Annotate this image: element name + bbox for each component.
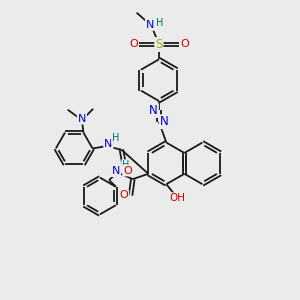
Text: OH: OH xyxy=(169,193,185,203)
Text: N: N xyxy=(160,115,169,128)
Text: S: S xyxy=(155,38,163,51)
Text: O: O xyxy=(123,166,132,176)
Text: N: N xyxy=(104,139,112,149)
Text: H: H xyxy=(122,160,129,170)
Text: N: N xyxy=(112,166,120,176)
Text: O: O xyxy=(129,40,138,50)
Text: N: N xyxy=(146,20,154,30)
Text: O: O xyxy=(120,190,128,200)
Text: H: H xyxy=(156,18,164,28)
Text: H: H xyxy=(112,133,119,143)
Text: N: N xyxy=(78,114,86,124)
Text: N: N xyxy=(149,104,158,117)
Text: O: O xyxy=(180,40,189,50)
